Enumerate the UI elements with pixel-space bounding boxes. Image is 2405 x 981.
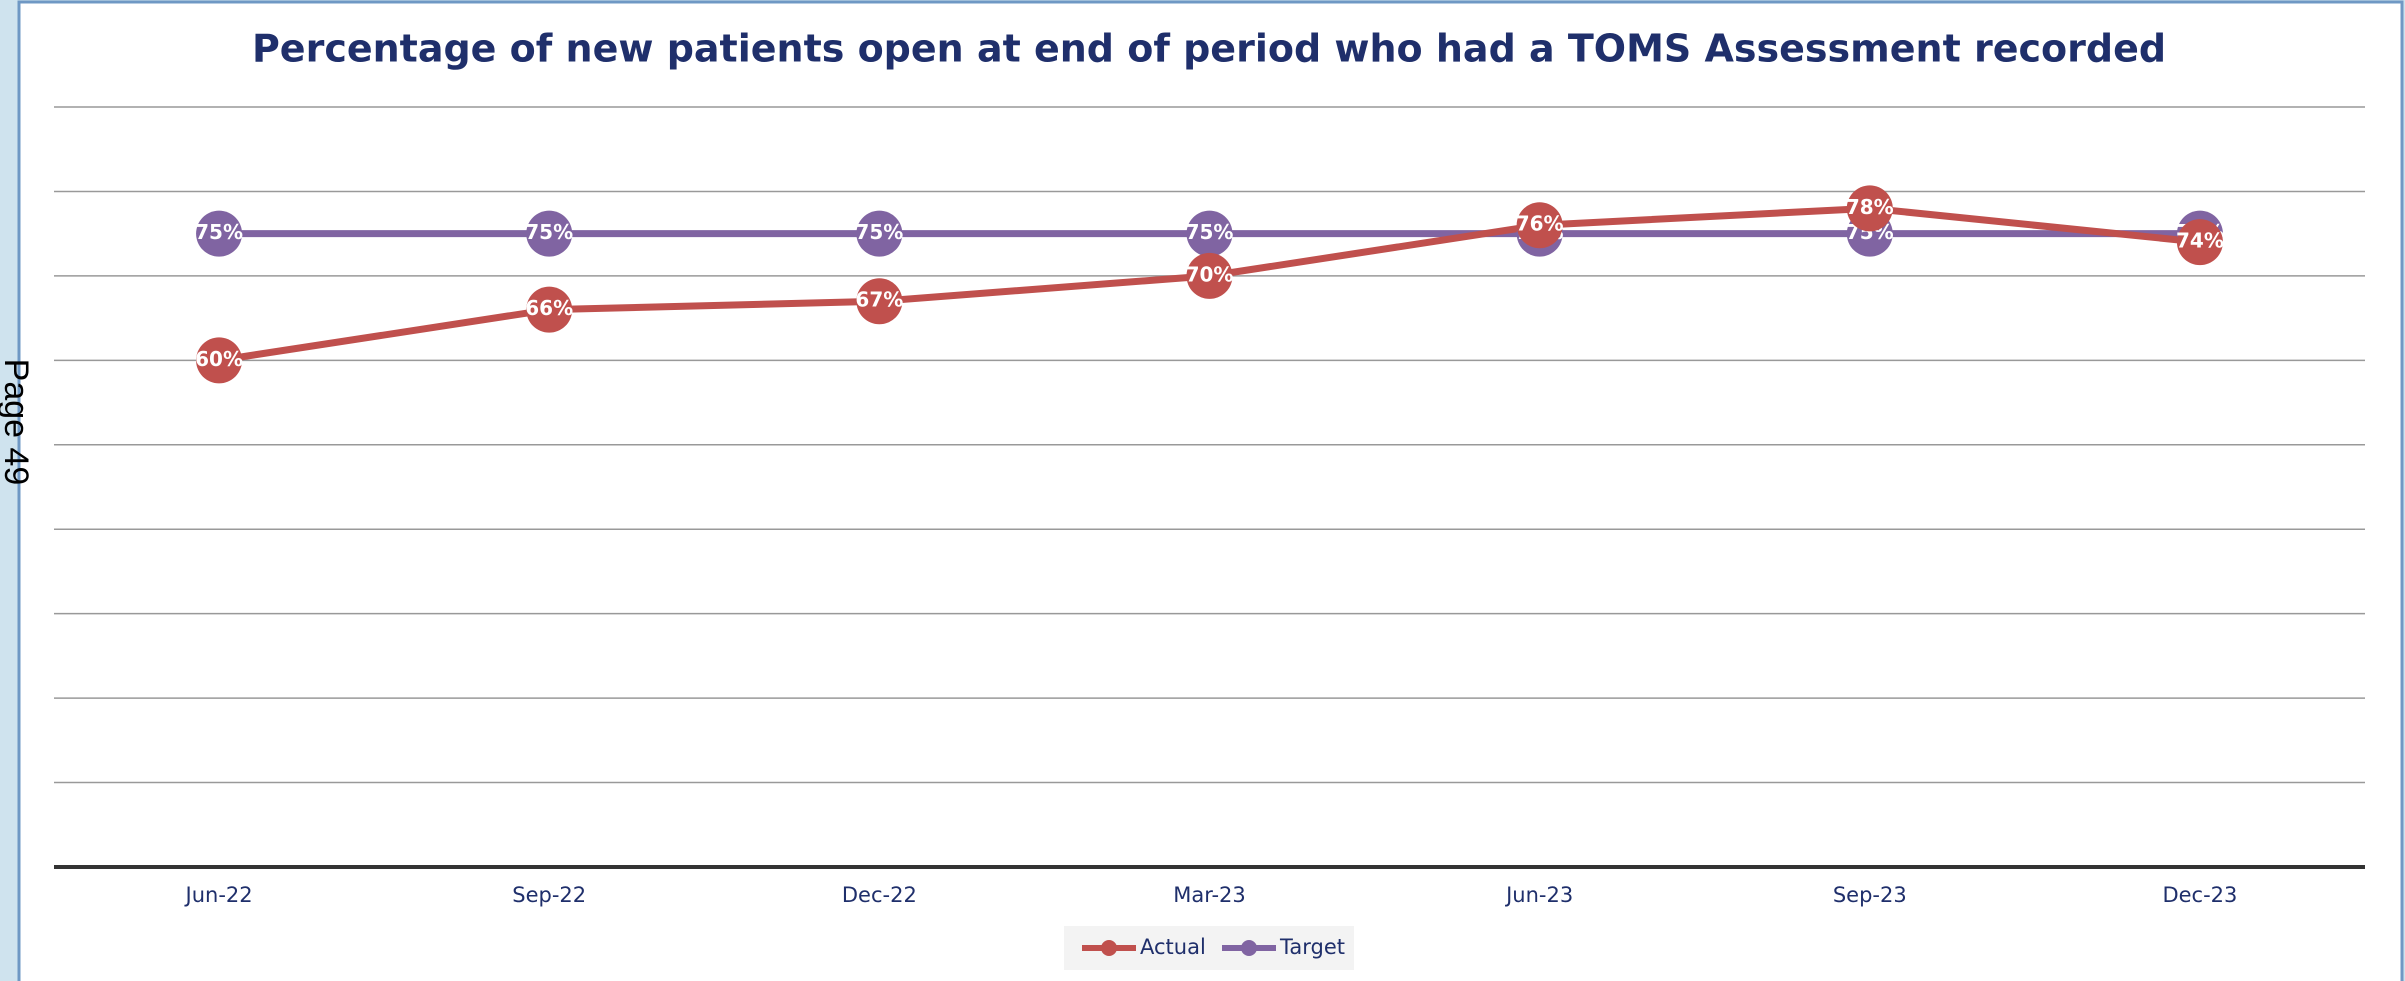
x-tick-label: Sep-23 — [1833, 883, 1907, 907]
data-point — [1186, 252, 1233, 299]
x-tick-label: Sep-22 — [512, 883, 586, 907]
data-point — [1846, 185, 1893, 232]
data-label: 76% — [1516, 212, 1564, 236]
data-point — [2176, 219, 2223, 266]
legend-label: Actual — [1140, 935, 1206, 959]
x-tick-label: Jun-23 — [1504, 883, 1573, 907]
data-point — [1186, 210, 1233, 257]
data-label: 67% — [855, 288, 903, 312]
chart-title: Percentage of new patients open at end o… — [252, 27, 2166, 71]
x-tick-label: Dec-23 — [2162, 883, 2237, 907]
data-label: 75% — [1186, 220, 1234, 244]
x-tick-label: Jun-22 — [184, 883, 253, 907]
x-tick-label: Mar-23 — [1173, 883, 1246, 907]
legend-marker — [1241, 940, 1257, 956]
data-point — [526, 210, 573, 257]
data-label: 78% — [1846, 195, 1894, 219]
data-label: 60% — [195, 347, 243, 371]
panel — [17, 0, 2404, 981]
data-point — [1516, 202, 1563, 249]
x-tick-label: Dec-22 — [842, 883, 917, 907]
data-label: 75% — [855, 220, 903, 244]
data-point — [526, 286, 573, 333]
data-point — [196, 210, 243, 257]
data-point — [856, 210, 903, 257]
data-label: 75% — [195, 220, 243, 244]
data-label: 66% — [525, 296, 573, 320]
data-point — [856, 278, 903, 325]
page-label: Page 49 — [0, 359, 35, 486]
data-label: 74% — [2176, 229, 2224, 253]
legend-label: Target — [1279, 935, 1345, 959]
data-label: 70% — [1186, 262, 1234, 286]
data-point — [196, 337, 243, 384]
data-label: 75% — [525, 220, 573, 244]
legend-marker — [1101, 940, 1117, 956]
